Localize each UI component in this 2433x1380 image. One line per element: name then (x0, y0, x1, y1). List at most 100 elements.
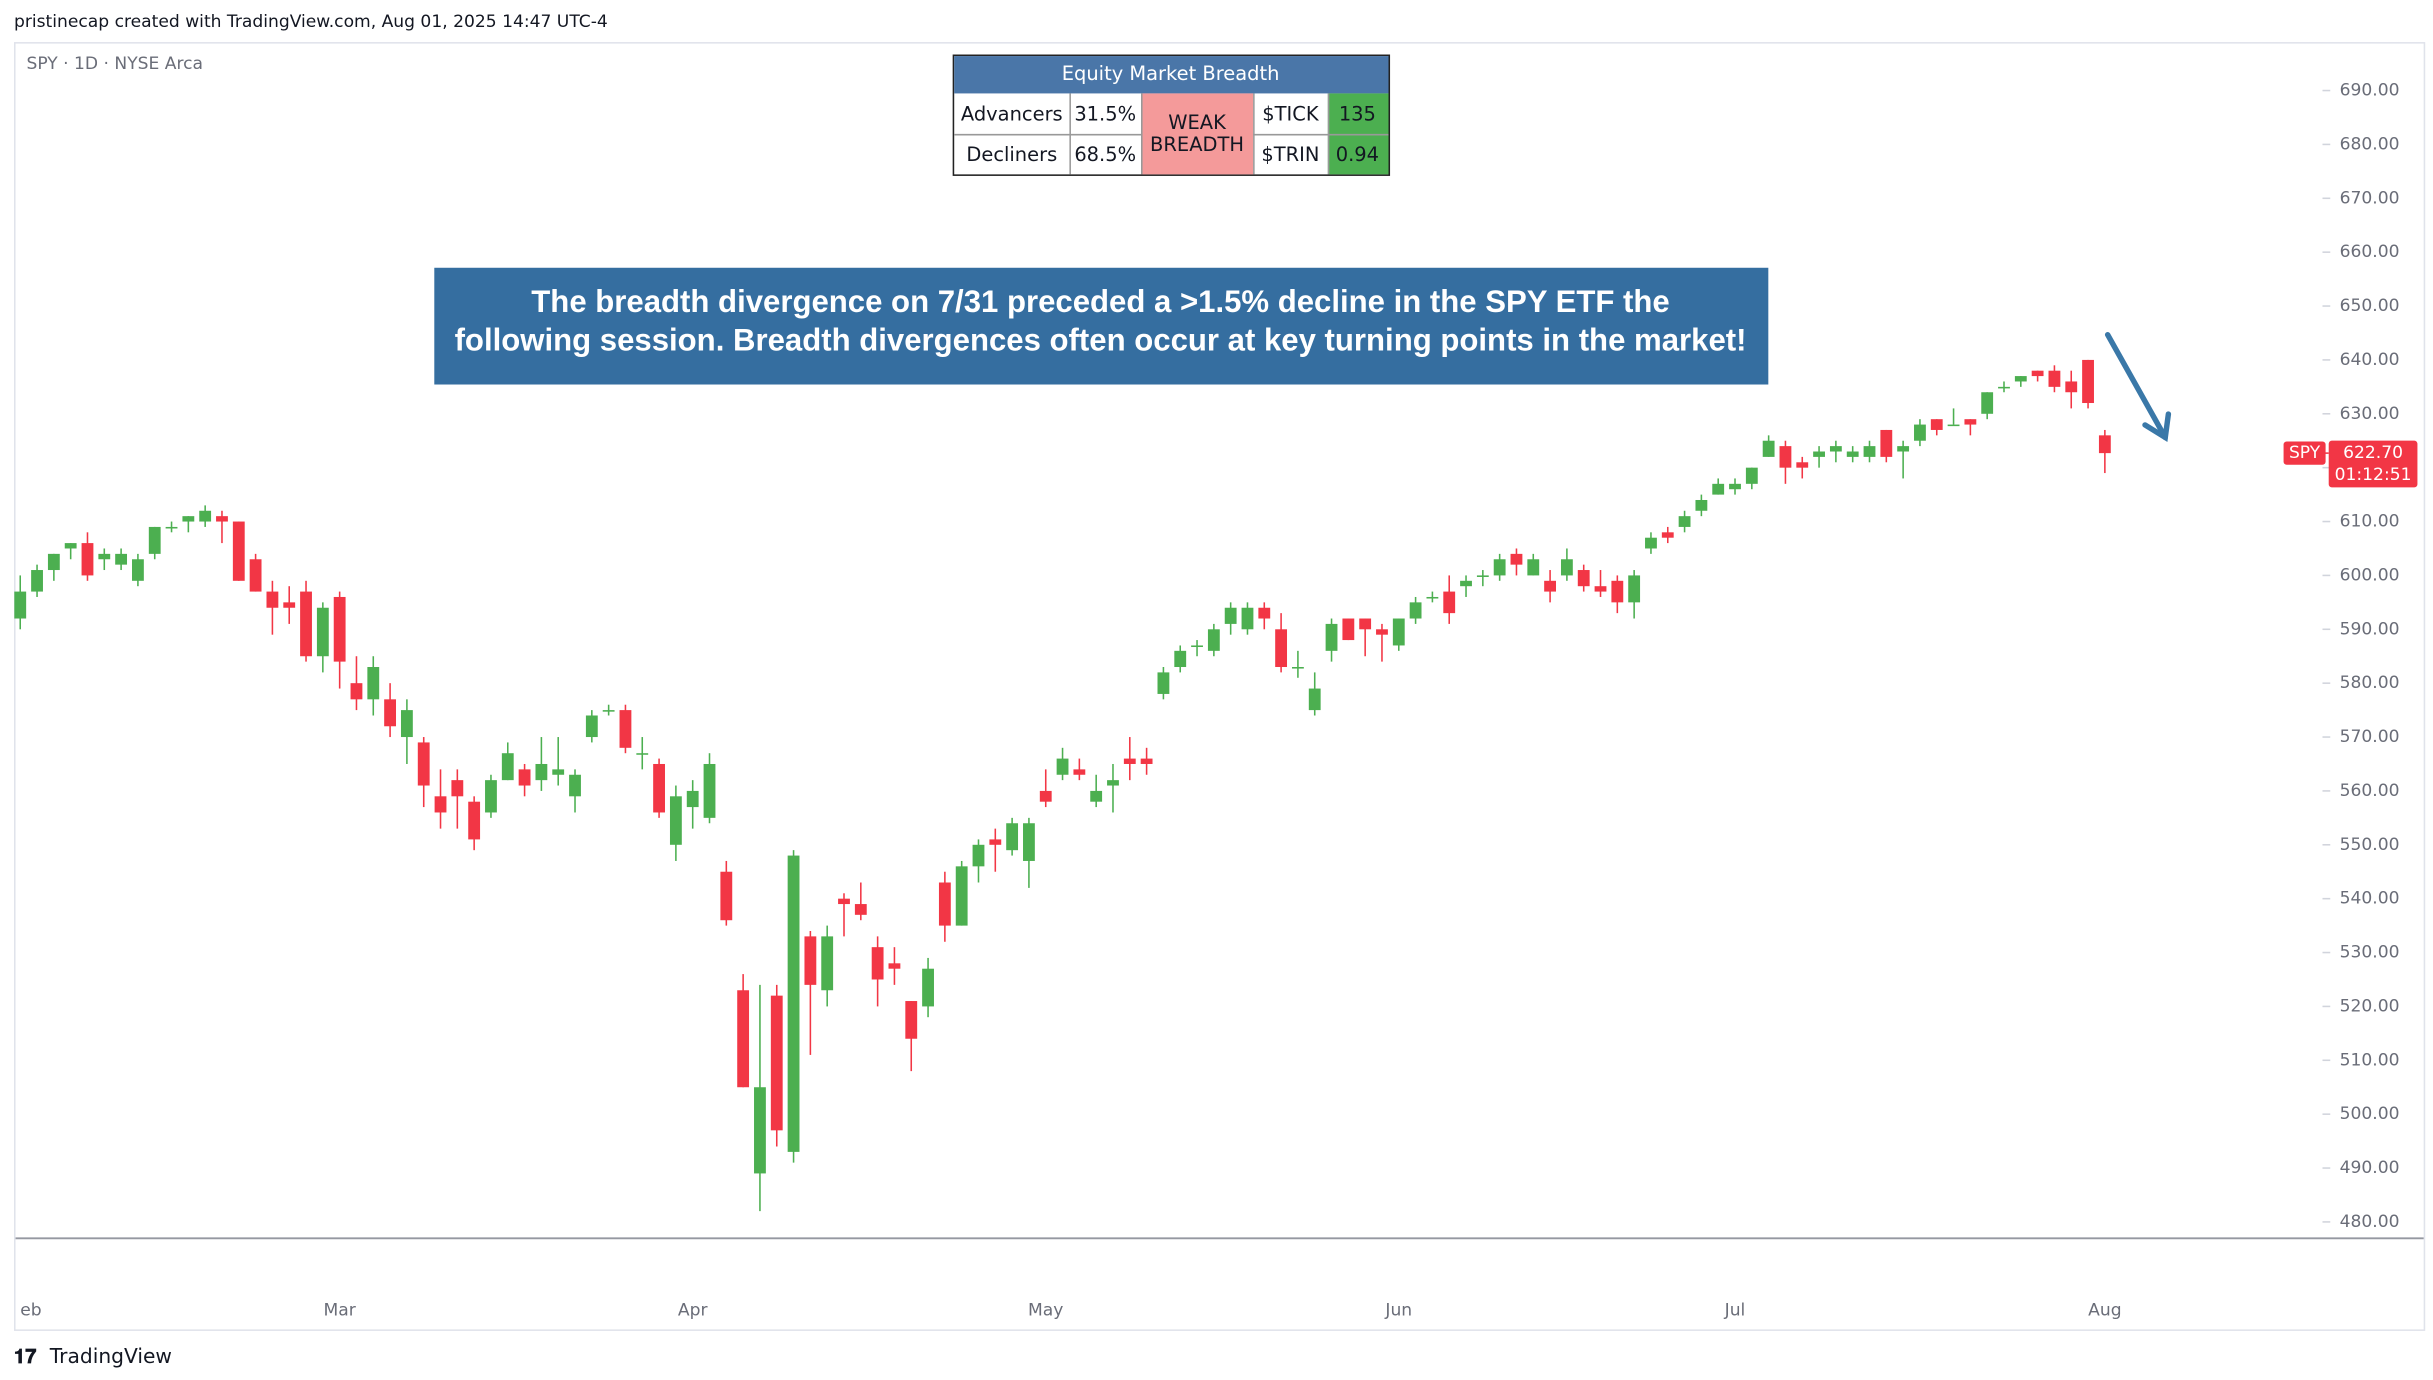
candle-body (182, 516, 195, 522)
x-tick-label: Apr (678, 1301, 709, 1321)
candle-body (1039, 790, 1052, 802)
candle-body (1914, 424, 1926, 441)
candle-body (384, 699, 397, 727)
y-tick-label: 540.00 (2340, 889, 2400, 909)
candle-body (1191, 645, 1203, 648)
candle-body (501, 753, 514, 781)
annotation-line: The breadth divergence on 7/31 preceded … (531, 284, 1669, 319)
candle-body (1258, 607, 1271, 619)
candle-body (1107, 780, 1119, 786)
candle-body (485, 780, 497, 813)
candle-body (1544, 580, 1556, 592)
candle-body (854, 904, 867, 915)
arrow (2104, 331, 2172, 442)
candle-body (1729, 483, 1741, 490)
x-tick-label: Jul (1724, 1301, 1746, 1321)
table-cell: Advancers (961, 103, 1063, 126)
candle-body (1762, 440, 1775, 457)
candle-body (1829, 446, 1842, 452)
y-tick-label: 630.00 (2340, 404, 2400, 424)
candles (14, 359, 2111, 1212)
y-tick-label: 530.00 (2340, 943, 2400, 963)
candle-body (249, 559, 262, 592)
candle-body (47, 553, 60, 571)
candle-body (1661, 532, 1674, 538)
candle-body (619, 710, 632, 748)
candle-body (1174, 650, 1187, 668)
table-title: Equity Market Breadth (1062, 62, 1280, 85)
candle-body (989, 839, 1002, 845)
header-text: pristinecap created with TradingView.com… (14, 12, 608, 32)
candle-body (434, 796, 447, 813)
y-tick-label: 610.00 (2340, 512, 2400, 532)
table-cell: 31.5% (1074, 103, 1136, 126)
price-tag-value: 622.70 (2343, 443, 2403, 463)
candle-body (754, 1087, 766, 1174)
candle-body (64, 543, 77, 549)
candle-body (451, 780, 464, 797)
candle-body (1006, 823, 1019, 851)
annotation-box (434, 267, 1769, 385)
candle-body (1207, 629, 1220, 651)
price-tag-countdown: 01:12:51 (2335, 465, 2412, 485)
table-cell: $TICK (1262, 103, 1320, 126)
candle-body (283, 602, 296, 608)
symbol-tag (2283, 441, 2326, 465)
y-tick-label: 600.00 (2340, 565, 2400, 585)
candle-body (1846, 451, 1859, 457)
candle-body (367, 667, 380, 700)
candle-body (81, 543, 94, 576)
candle-body (1998, 386, 2010, 389)
candle-body (350, 683, 363, 700)
y-tick-label: 650.00 (2340, 296, 2400, 316)
breadth-table: Equity Market Breadth Advancers 31.5% $T… (952, 54, 1391, 176)
y-tick-label: 500.00 (2340, 1104, 2400, 1124)
candle-body (1426, 596, 1439, 599)
candle-body (216, 516, 228, 522)
candle-body (1560, 559, 1573, 576)
candle-body (2031, 370, 2044, 377)
candle-body (400, 710, 413, 738)
candle-body (585, 715, 598, 738)
annotation-line: following session. Breadth divergences o… (455, 323, 1747, 358)
candle-body (1224, 607, 1237, 624)
candle-body (720, 871, 733, 921)
table-cell: $TRIN (1261, 143, 1319, 166)
candle-body (1964, 419, 1977, 425)
candle-body (1527, 559, 1540, 576)
candle-body (1056, 758, 1069, 775)
candle-body (1897, 446, 1910, 452)
candle-body (535, 763, 548, 781)
candle-body (165, 526, 178, 529)
candle-body (1023, 823, 1035, 861)
table-cell: Decliners (966, 143, 1057, 166)
candle-body (838, 898, 850, 905)
symbol-tag-text: SPY (2289, 443, 2321, 463)
candle-body (2065, 381, 2078, 393)
candle-body (1157, 672, 1170, 694)
candle-body (1376, 629, 1388, 635)
candle-body (132, 559, 144, 581)
candle-body (636, 753, 649, 755)
candle-body (1594, 586, 1607, 592)
y-tick-label: 480.00 (2340, 1212, 2400, 1232)
candle-body (1628, 575, 1641, 603)
candle-body (115, 553, 128, 565)
candle-body (737, 990, 750, 1088)
candle-body (972, 844, 985, 867)
candle-body (1577, 570, 1590, 587)
candle-body (669, 796, 682, 845)
x-tick-label: Aug (2088, 1301, 2121, 1321)
candle-body (316, 607, 329, 657)
status-cell (1141, 93, 1254, 175)
candle-body (1745, 467, 1758, 484)
candle-body (1073, 769, 1086, 775)
candle-body (1863, 446, 1876, 457)
y-tick-label: 670.00 (2340, 188, 2400, 208)
footer-text: TradingView (49, 1344, 172, 1368)
y-tick-label: 640.00 (2340, 350, 2400, 370)
candle-body (333, 596, 346, 662)
candle-body (804, 936, 817, 985)
x-tick-label: Mar (324, 1301, 357, 1321)
candle-body (1308, 688, 1321, 711)
